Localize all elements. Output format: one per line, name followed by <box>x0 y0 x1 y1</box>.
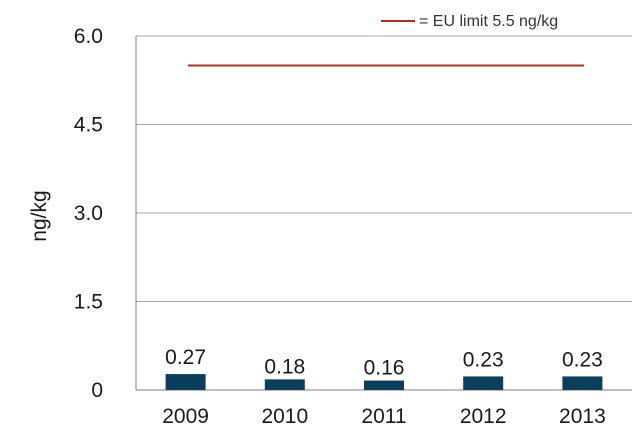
y-tick-label: 1.5 <box>74 291 103 314</box>
bar-2009 <box>165 374 206 390</box>
x-tick-label: 2009 <box>162 405 209 428</box>
x-tick-label: 2012 <box>460 405 507 428</box>
legend-label: = EU limit 5.5 ng/kg <box>419 13 558 30</box>
x-tick-label: 2010 <box>261 405 308 428</box>
bar-2010 <box>264 379 305 390</box>
data-label-2013: 0.23 <box>562 348 603 371</box>
bar-2011 <box>364 380 404 390</box>
x-tick-label: 2013 <box>559 405 606 428</box>
data-labels: 0.27 0.18 0.16 0.23 0.23 <box>165 346 603 379</box>
axes: 0 1.5 3.0 4.5 6.0 2009 2010 2011 2012 2013 <box>74 25 632 428</box>
gridlines <box>136 35 632 302</box>
data-label-2010: 0.18 <box>264 355 305 378</box>
x-tick-label: 2011 <box>361 405 406 428</box>
data-label-2009: 0.27 <box>165 346 206 369</box>
legend: = EU limit 5.5 ng/kg <box>381 13 558 30</box>
y-tick-label: 3.0 <box>74 202 103 225</box>
y-tick-label: 0 <box>91 379 103 402</box>
data-label-2012: 0.23 <box>463 348 504 371</box>
y-tick-label: 4.5 <box>74 114 103 137</box>
y-tick-label: 6.0 <box>74 25 103 48</box>
bar-2012 <box>463 376 504 390</box>
data-label-2011: 0.16 <box>364 357 405 380</box>
bar-2013 <box>562 376 603 390</box>
y-axis-title: ng/kg <box>28 190 51 241</box>
bars <box>165 374 603 390</box>
